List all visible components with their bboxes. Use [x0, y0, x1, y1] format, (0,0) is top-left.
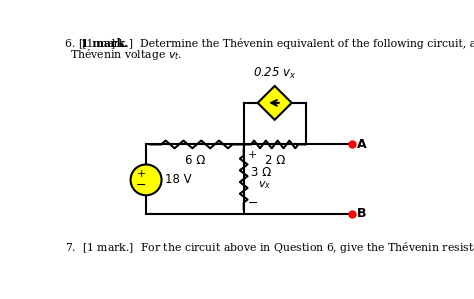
Text: +: +	[137, 170, 146, 179]
Text: −: −	[136, 179, 146, 192]
Text: $v_x$: $v_x$	[258, 179, 271, 191]
Text: 7.  [1 mark.]  For the circuit above in Question 6, give the Thévenin resistance: 7. [1 mark.] For the circuit above in Qu…	[65, 240, 474, 255]
Text: Thévenin voltage $v_t$.: Thévenin voltage $v_t$.	[70, 48, 182, 62]
Text: 3 Ω: 3 Ω	[251, 167, 272, 179]
Text: 1 mark.: 1 mark.	[81, 38, 128, 49]
Text: ]: ]	[110, 38, 115, 48]
Text: 6.  [1 mark.]  Determine the Thévenin equivalent of the following circuit, and g: 6. [1 mark.] Determine the Thévenin equi…	[65, 38, 474, 49]
Text: 18 V: 18 V	[165, 173, 192, 186]
Text: −: −	[247, 197, 258, 210]
Text: A: A	[357, 138, 366, 151]
Text: +: +	[247, 150, 257, 160]
Text: 0.25 $v_x$: 0.25 $v_x$	[253, 66, 296, 81]
Text: B: B	[357, 207, 366, 220]
Polygon shape	[258, 86, 292, 120]
Text: [: [	[78, 38, 82, 48]
Circle shape	[130, 164, 162, 195]
Text: 2 Ω: 2 Ω	[264, 155, 285, 167]
Text: 6 Ω: 6 Ω	[185, 155, 205, 167]
